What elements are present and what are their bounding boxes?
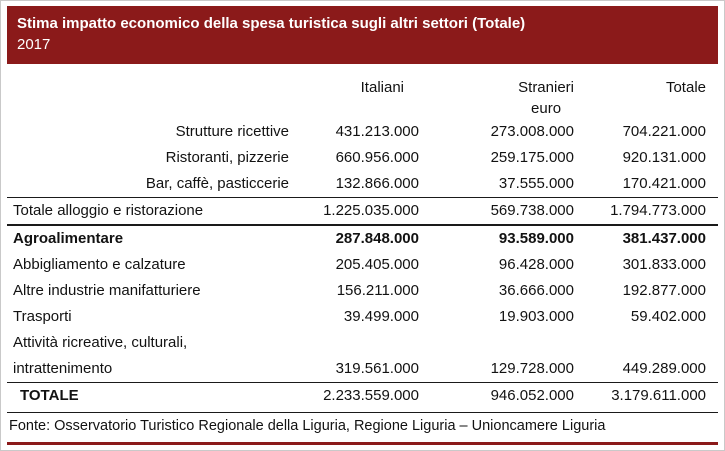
row-label: Altre industrie manifatturiere [13,282,201,299]
column-header-stranieri-group: Stranieri euro [419,77,574,119]
cell-stranieri: 259.175.000 [490,149,574,166]
source-note: Fonte: Osservatorio Turistico Regionale … [7,412,718,446]
cell-stranieri: 19.903.000 [498,308,574,325]
column-header-italiani: Italiani [360,79,404,96]
column-header-totale: Totale [665,79,706,96]
table-row: Agroalimentare 287.848.000 93.589.000 38… [7,224,718,252]
cell-totale: 449.289.000 [622,360,706,377]
unit-label: euro [531,100,562,117]
cell-stranieri: 96.428.000 [498,256,574,273]
cell-italiani: 39.499.000 [343,308,419,325]
row-label: Totale alloggio e ristorazione [13,202,204,219]
table-row: Bar, caffè, pasticcerie 132.866.000 37.5… [7,171,718,197]
cell-stranieri: 37.555.000 [498,175,574,192]
row-label: Strutture ricettive [175,123,289,140]
row-label: Bar, caffè, pasticcerie [145,175,289,192]
cell-stranieri: 569.738.000 [490,202,574,219]
row-label: Ristoranti, pizzerie [165,149,289,166]
cell-totale: 3.179.611.000 [611,387,706,404]
cell-italiani: 2.233.559.000 [323,387,419,404]
cell-italiani: 205.405.000 [335,256,419,273]
table-title: Stima impatto economico della spesa turi… [17,15,526,32]
cell-totale: 59.402.000 [630,308,706,325]
cell-italiani: 132.866.000 [335,175,419,192]
row-label-line1: Attività ricreative, culturali, [13,334,188,351]
cell-totale: 920.131.000 [622,149,706,166]
row-label: Trasporti [13,308,72,325]
row-label: Attività ricreative, culturali, intratte… [7,330,299,382]
cell-italiani: 431.213.000 [335,123,419,140]
table-row: Attività ricreative, culturali, intratte… [7,330,718,382]
cell-totale: 704.221.000 [622,123,706,140]
row-label-line2: intrattenimento [13,360,113,377]
cell-italiani: 660.956.000 [335,149,419,166]
cell-stranieri: 129.728.000 [490,360,574,377]
cell-totale: 301.833.000 [622,256,706,273]
table-row: Abbigliamento e calzature 205.405.000 96… [7,252,718,278]
cell-italiani: 319.561.000 [335,360,419,377]
table-header: Stima impatto economico della spesa turi… [7,6,718,64]
table-row: Altre industrie manifatturiere 156.211.0… [7,278,718,304]
cell-totale: 170.421.000 [622,175,706,192]
table-row: Ristoranti, pizzerie 660.956.000 259.175… [7,145,718,171]
table-year: 2017 [17,35,51,53]
cell-stranieri: 946.052.000 [490,387,574,404]
table-row: Strutture ricettive 431.213.000 273.008.… [7,119,718,145]
row-label: Agroalimentare [13,230,124,247]
table-row: Trasporti 39.499.000 19.903.000 59.402.0… [7,304,718,330]
column-header-stranieri: Stranieri [518,79,574,96]
table-row-subtotal: Totale alloggio e ristorazione 1.225.035… [7,197,718,224]
cell-totale: 381.437.000 [622,230,706,247]
cell-stranieri: 273.008.000 [490,123,574,140]
cell-italiani: 287.848.000 [335,230,419,247]
cell-stranieri: 93.589.000 [498,230,574,247]
row-label: Abbigliamento e calzature [13,256,186,273]
cell-totale: 192.877.000 [622,282,706,299]
cell-stranieri: 36.666.000 [498,282,574,299]
cell-italiani: 156.211.000 [336,282,419,299]
cell-italiani: 1.225.035.000 [323,202,419,219]
table-row-grand-total: TOTALE 2.233.559.000 946.052.000 3.179.6… [7,382,718,409]
row-label: TOTALE [20,387,79,404]
column-header-row: Italiani Stranieri euro Totale [7,77,718,119]
cell-totale: 1.794.773.000 [610,202,706,219]
